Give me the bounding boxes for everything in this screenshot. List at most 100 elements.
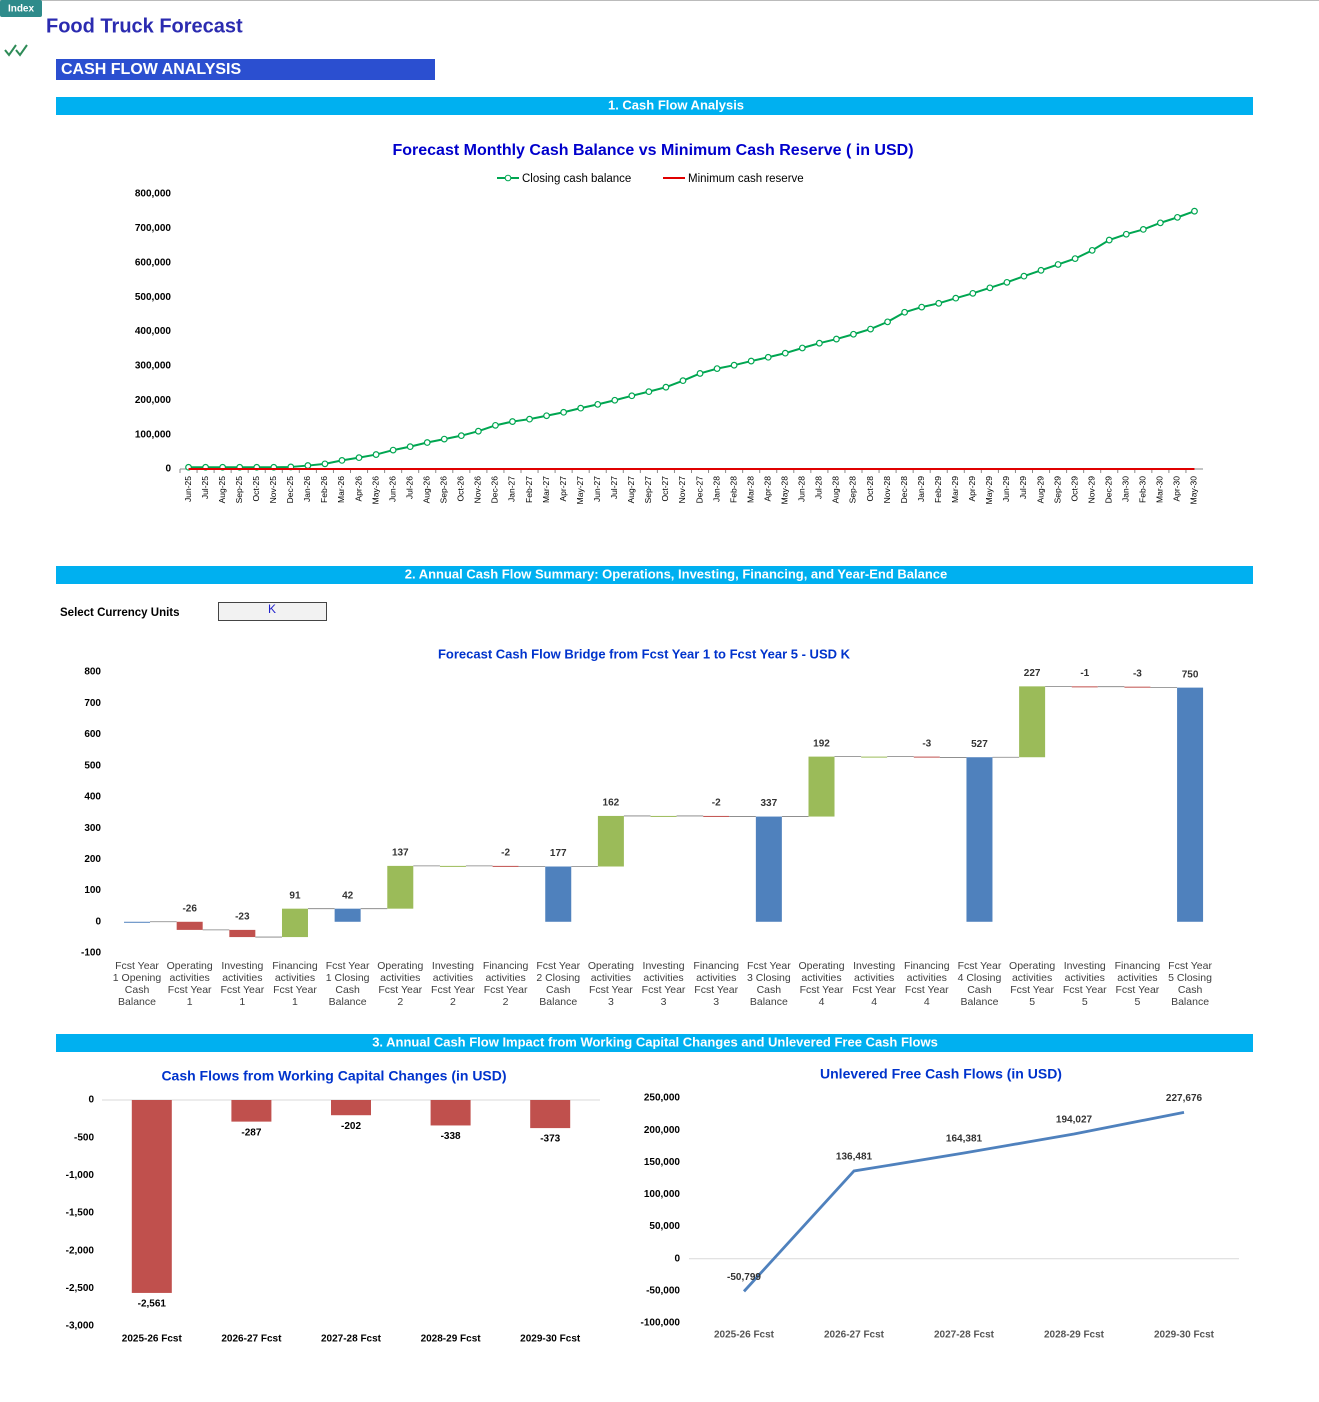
data-label: 164,381 xyxy=(946,1134,983,1145)
y-tick-label: -50,000 xyxy=(646,1285,680,1296)
legend-label: Minimum cash reserve xyxy=(688,173,804,185)
selector-box[interactable] xyxy=(218,602,327,621)
index-button-bg[interactable] xyxy=(0,0,42,17)
x-tick-label: May-27 xyxy=(575,476,585,505)
x-tick-label: Nov-27 xyxy=(677,476,687,504)
point xyxy=(389,446,397,454)
point xyxy=(628,392,636,400)
chart-title: Forecast Monthly Cash Balance vs Minimum… xyxy=(392,142,913,159)
y-tick-label: 700,000 xyxy=(135,223,172,234)
point xyxy=(594,400,602,408)
point xyxy=(918,303,926,311)
y-tick-label: 600 xyxy=(84,729,101,740)
x-tick-label: Aug-29 xyxy=(1035,476,1045,504)
section-header: 1. Cash Flow Analysis xyxy=(608,97,744,112)
point xyxy=(850,330,857,338)
point xyxy=(798,344,806,352)
y-tick-label: 0 xyxy=(674,1253,680,1264)
x-tick-label: Fcst Year 5 Closing Cash Balance xyxy=(1168,960,1212,1008)
x-tick-label: Sep-27 xyxy=(643,476,653,504)
x-tick-label: Operating activities Fcst Year 4 xyxy=(798,960,844,1008)
data-label: 192 xyxy=(813,738,830,749)
data-label: -3 xyxy=(922,738,931,749)
x-tick-label: Aug-28 xyxy=(831,476,841,504)
point xyxy=(781,349,789,357)
x-tick-label: Fcst Year 1 Closing Cash Balance xyxy=(326,960,370,1008)
bar xyxy=(331,1100,371,1116)
heading-bar xyxy=(56,59,435,80)
point xyxy=(833,335,840,343)
data-label: -2 xyxy=(501,848,510,859)
data-label: 227,676 xyxy=(1166,1093,1203,1104)
y-tick-label: 50,000 xyxy=(649,1221,680,1232)
x-tick-label: May-30 xyxy=(1189,476,1199,505)
section-header: 3. Annual Cash Flow Impact from Working … xyxy=(372,1034,938,1049)
point xyxy=(372,451,380,458)
y-tick-label: 800,000 xyxy=(135,189,172,200)
point xyxy=(1139,226,1147,233)
index-button[interactable]: Index xyxy=(8,4,35,15)
point xyxy=(457,432,465,440)
x-tick-label: Mar-26 xyxy=(336,476,346,503)
bar xyxy=(1177,687,1204,922)
bar xyxy=(1071,686,1098,688)
y-tick-label: 300 xyxy=(84,823,101,834)
x-tick-label: 2027-28 Fcst xyxy=(321,1334,382,1345)
x-tick-label: May-28 xyxy=(780,476,790,505)
legend-label: Closing cash balance xyxy=(522,173,631,185)
selector-value[interactable]: K xyxy=(268,602,276,616)
bar xyxy=(808,756,835,817)
page-heading: CASH FLOW ANALYSIS xyxy=(61,61,241,78)
bar xyxy=(231,1100,272,1122)
bar xyxy=(124,921,151,923)
data-label: 227 xyxy=(1024,668,1041,679)
data-label: -3 xyxy=(1133,668,1142,679)
data-label: -2,561 xyxy=(138,1299,167,1310)
x-tick-label: Jan-27 xyxy=(507,476,517,502)
section-bar xyxy=(56,97,1253,115)
point xyxy=(440,435,448,443)
x-tick-label: 2028-29 Fcst xyxy=(421,1334,482,1345)
x-tick-label: 2026-27 Fcst xyxy=(824,1330,885,1341)
data-label: 750 xyxy=(1182,669,1199,680)
y-tick-label: 100 xyxy=(84,885,101,896)
x-tick-label: 2029-30 Fcst xyxy=(1154,1330,1215,1341)
point xyxy=(815,339,823,347)
point xyxy=(1122,230,1130,238)
y-tick-label: -500 xyxy=(74,1132,94,1143)
y-tick-label: -2,000 xyxy=(66,1245,95,1256)
x-tick-label: Investing activities Fcst Year 3 xyxy=(642,960,686,1008)
x-tick-label: Oct-26 xyxy=(456,476,466,502)
y-tick-label: 600,000 xyxy=(135,257,172,268)
data-label: 194,027 xyxy=(1056,1115,1093,1126)
legend-marker xyxy=(504,174,512,182)
y-tick-label: 100,000 xyxy=(644,1189,681,1200)
y-tick-label: 250,000 xyxy=(644,1093,681,1104)
bar xyxy=(966,757,993,922)
chart-title: Unlevered Free Cash Flows (in USD) xyxy=(820,1066,1062,1082)
x-tick-label: Financing activities Fcst Year 2 xyxy=(483,960,529,1008)
y-tick-label: 700 xyxy=(84,698,101,709)
bar xyxy=(229,929,256,938)
point xyxy=(1105,236,1113,244)
x-tick-label: Fcst Year 3 Closing Cash Balance xyxy=(747,960,791,1008)
section-header: 2. Annual Cash Flow Summary: Operations,… xyxy=(405,566,948,581)
y-tick-label: -1,000 xyxy=(66,1170,95,1181)
point xyxy=(1037,266,1045,274)
y-tick-label: 0 xyxy=(88,1095,94,1106)
point xyxy=(543,412,550,420)
point xyxy=(338,457,346,464)
selector-label: Select Currency Units xyxy=(60,607,180,619)
point xyxy=(662,383,670,391)
point xyxy=(1156,219,1164,227)
x-tick-label: Jul-25 xyxy=(200,476,210,499)
point xyxy=(730,361,738,369)
x-tick-label: Dec-27 xyxy=(694,476,704,504)
x-tick-label: 2029-30 Fcst xyxy=(520,1334,581,1345)
x-tick-label: Mar-27 xyxy=(541,476,551,503)
point xyxy=(492,421,499,429)
y-tick-label: 200,000 xyxy=(135,395,172,406)
x-tick-label: Aug-27 xyxy=(626,476,636,504)
